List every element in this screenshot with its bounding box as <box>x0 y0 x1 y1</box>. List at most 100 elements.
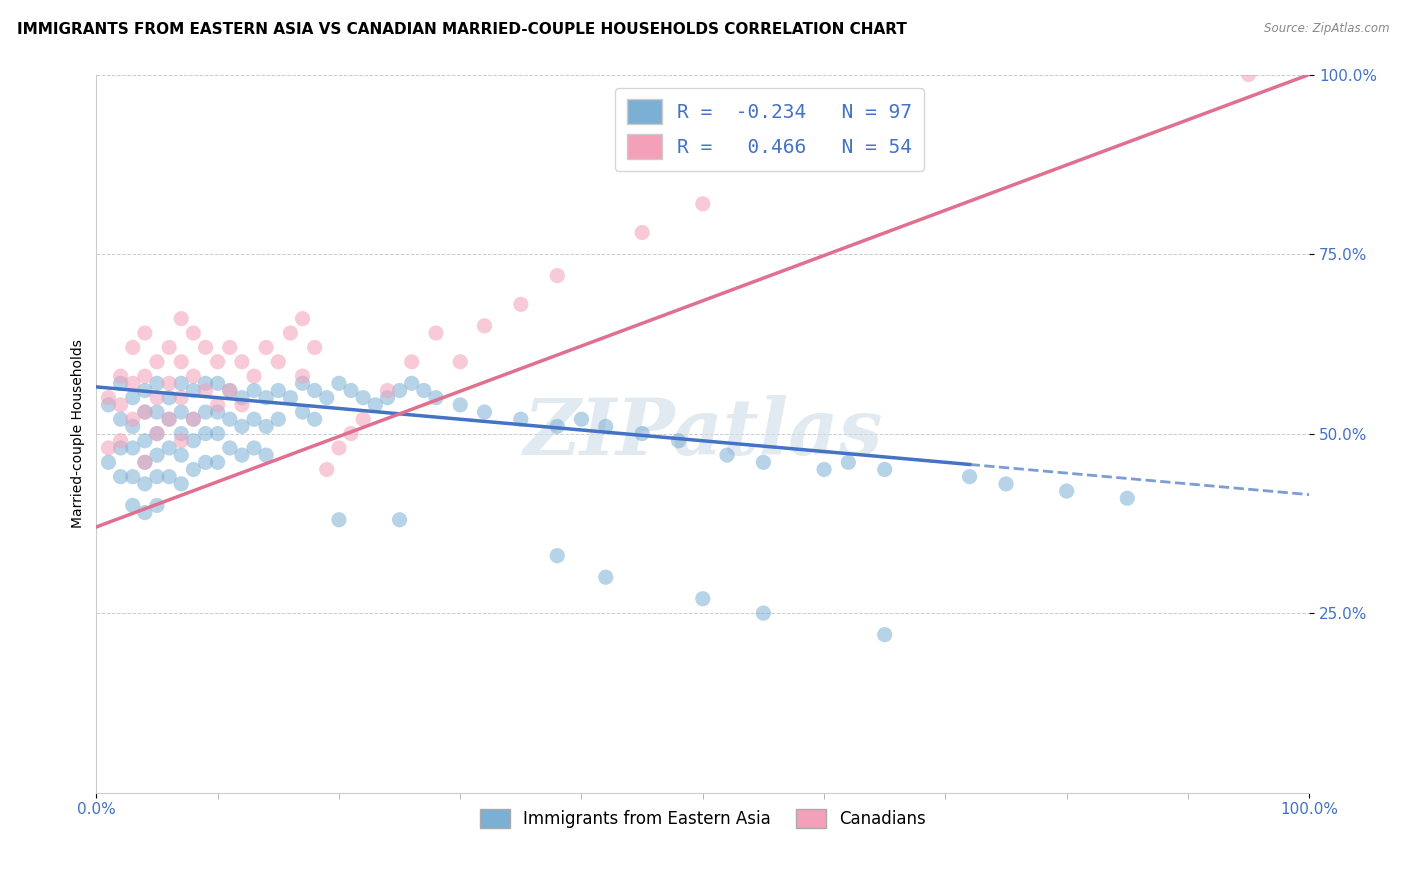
Point <box>291 405 314 419</box>
Point <box>595 419 617 434</box>
Point <box>157 469 180 483</box>
Point <box>280 326 302 340</box>
Point <box>267 355 290 369</box>
Point <box>97 455 120 469</box>
Point <box>194 455 217 469</box>
Point <box>352 391 374 405</box>
Point <box>146 376 169 391</box>
Point <box>110 412 132 426</box>
Point <box>134 476 156 491</box>
Point <box>692 591 714 606</box>
Point <box>995 476 1018 491</box>
Legend: Immigrants from Eastern Asia, Canadians: Immigrants from Eastern Asia, Canadians <box>472 802 932 835</box>
Point <box>340 426 363 441</box>
Point <box>183 434 205 448</box>
Point <box>449 398 471 412</box>
Point <box>631 426 654 441</box>
Point <box>509 297 531 311</box>
Point <box>315 391 337 405</box>
Point <box>110 469 132 483</box>
Point <box>170 391 193 405</box>
Point <box>425 391 447 405</box>
Point <box>97 391 120 405</box>
Point <box>110 441 132 455</box>
Point <box>752 606 775 620</box>
Point <box>254 419 277 434</box>
Point <box>146 355 169 369</box>
Point <box>207 405 229 419</box>
Point <box>134 434 156 448</box>
Point <box>315 462 337 476</box>
Point <box>546 268 568 283</box>
Point <box>170 434 193 448</box>
Point <box>692 196 714 211</box>
Point <box>412 384 434 398</box>
Point <box>170 405 193 419</box>
Point <box>377 384 399 398</box>
Point <box>207 376 229 391</box>
Point <box>207 426 229 441</box>
Point <box>291 376 314 391</box>
Point <box>157 376 180 391</box>
Point <box>388 384 411 398</box>
Point <box>243 369 266 384</box>
Point <box>254 448 277 462</box>
Point <box>157 412 180 426</box>
Point <box>194 384 217 398</box>
Point <box>183 326 205 340</box>
Point <box>110 398 132 412</box>
Point <box>388 513 411 527</box>
Point <box>474 405 496 419</box>
Point <box>231 419 253 434</box>
Point <box>716 448 738 462</box>
Point <box>873 628 896 642</box>
Point <box>218 412 240 426</box>
Point <box>183 462 205 476</box>
Point <box>837 455 859 469</box>
Y-axis label: Married-couple Households: Married-couple Households <box>72 339 86 528</box>
Point <box>546 549 568 563</box>
Point <box>146 469 169 483</box>
Point <box>146 405 169 419</box>
Point <box>170 355 193 369</box>
Point <box>121 391 143 405</box>
Text: IMMIGRANTS FROM EASTERN ASIA VS CANADIAN MARRIED-COUPLE HOUSEHOLDS CORRELATION C: IMMIGRANTS FROM EASTERN ASIA VS CANADIAN… <box>17 22 907 37</box>
Point <box>183 384 205 398</box>
Point <box>110 369 132 384</box>
Point <box>474 318 496 333</box>
Point <box>752 455 775 469</box>
Point <box>97 398 120 412</box>
Point <box>254 391 277 405</box>
Point <box>813 462 835 476</box>
Point <box>194 376 217 391</box>
Point <box>449 355 471 369</box>
Point <box>328 441 350 455</box>
Point <box>157 340 180 354</box>
Point <box>231 448 253 462</box>
Point <box>291 311 314 326</box>
Point <box>218 441 240 455</box>
Point <box>571 412 593 426</box>
Point <box>218 384 240 398</box>
Point <box>207 455 229 469</box>
Point <box>121 412 143 426</box>
Point <box>194 426 217 441</box>
Point <box>110 376 132 391</box>
Point <box>183 412 205 426</box>
Point <box>121 376 143 391</box>
Point <box>218 384 240 398</box>
Point <box>1056 483 1078 498</box>
Point <box>121 499 143 513</box>
Point <box>121 419 143 434</box>
Point <box>280 391 302 405</box>
Point <box>218 340 240 354</box>
Point <box>170 448 193 462</box>
Point <box>134 455 156 469</box>
Point <box>207 398 229 412</box>
Text: ZIPatlas: ZIPatlas <box>523 395 883 472</box>
Point <box>425 326 447 340</box>
Point <box>595 570 617 584</box>
Point <box>157 441 180 455</box>
Point <box>328 513 350 527</box>
Point <box>134 405 156 419</box>
